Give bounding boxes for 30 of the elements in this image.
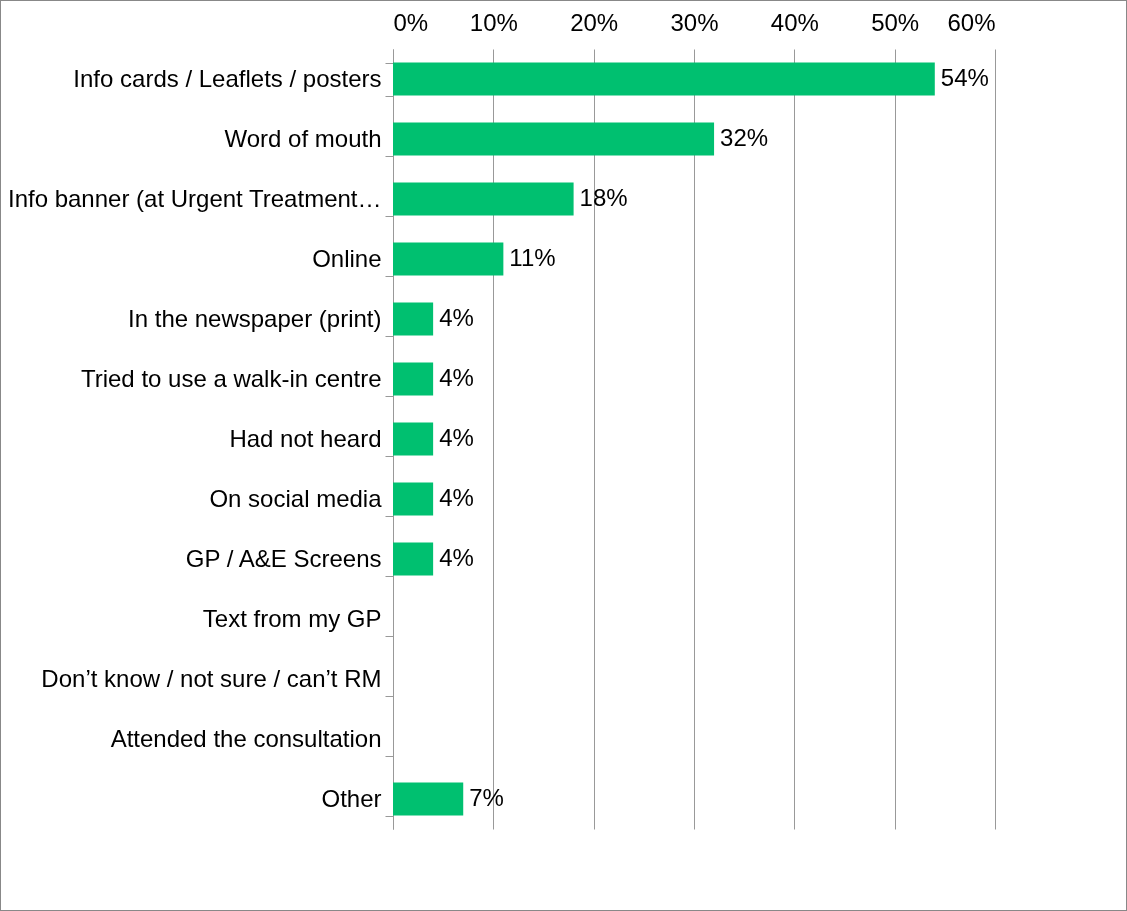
- data-label: 11%: [509, 244, 556, 271]
- x-tick-label: 10%: [469, 8, 518, 36]
- data-label: 32%: [720, 124, 769, 151]
- y-tick-label: In the newspaper (print): [128, 304, 382, 332]
- data-label: 4%: [439, 304, 474, 331]
- data-label: 54%: [940, 64, 989, 91]
- x-tick-label: 30%: [670, 8, 719, 36]
- y-tick-label: Info banner (at Urgent Treatment…: [7, 184, 382, 212]
- data-label: 4%: [439, 484, 474, 511]
- data-label: 4%: [439, 424, 474, 451]
- data-label: 7%: [469, 784, 504, 811]
- x-tick-label: 60%: [947, 8, 996, 36]
- y-tick-label: Tried to use a walk-in centre: [80, 364, 382, 392]
- y-tick-label: Other: [321, 784, 382, 812]
- y-tick-label: GP / A&E Screens: [185, 544, 382, 572]
- x-tick-label: 40%: [770, 8, 819, 36]
- data-label: 4%: [439, 364, 474, 391]
- data-label: 4%: [439, 544, 474, 571]
- y-tick-label: Info cards / Leaflets / posters: [73, 64, 382, 92]
- data-label: 18%: [579, 184, 628, 211]
- x-tick-label: 20%: [570, 8, 619, 36]
- x-tick-label: 50%: [871, 8, 920, 36]
- y-tick-label: Text from my GP: [202, 604, 382, 632]
- x-tick-label: 0%: [393, 8, 429, 36]
- y-tick-label: Had not heard: [229, 424, 382, 452]
- y-tick-label: Don’t know / not sure / can’t RM: [41, 664, 382, 692]
- y-tick-label: Word of mouth: [224, 124, 382, 152]
- y-tick-label: Attended the consultation: [110, 724, 382, 752]
- y-tick-label: Online: [312, 244, 382, 272]
- y-tick-label: On social media: [209, 484, 383, 512]
